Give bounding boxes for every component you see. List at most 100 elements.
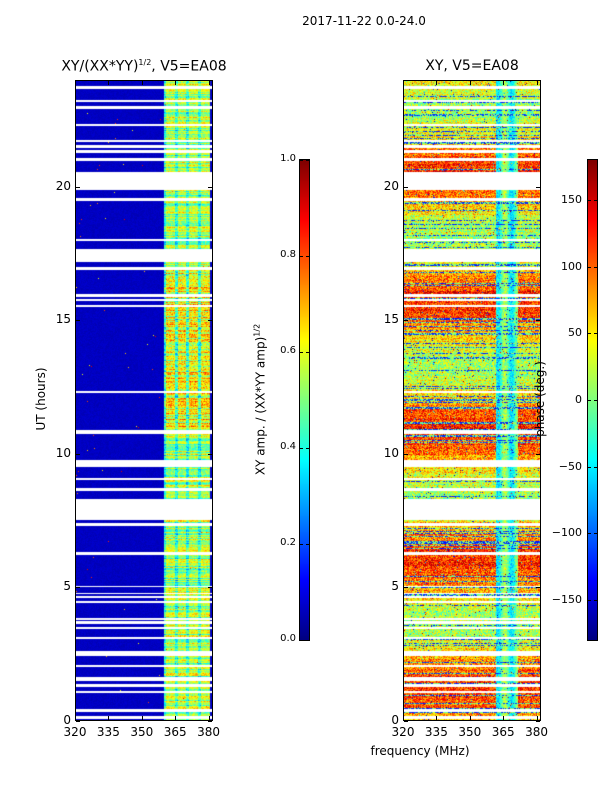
left-colorbar-tick [306, 448, 309, 449]
left-x-tick-label: 335 [96, 725, 120, 739]
left-y-tick [76, 186, 80, 188]
left-x-tick-label: 320 [63, 725, 87, 739]
left-y-tick-label: 10 [55, 445, 71, 460]
left-heatmap-axes [75, 80, 213, 721]
right-colorbar-tick [588, 466, 591, 468]
right-x-tick [536, 81, 538, 85]
left-y-tick [208, 587, 212, 589]
right-colorbar-tick [588, 400, 591, 401]
right-colorbar-tick [594, 400, 597, 401]
right-y-tick-label: 5 [391, 579, 399, 594]
left-colorbar-tick-label: 0.6 [280, 345, 296, 356]
right-colorbar-tick [588, 266, 591, 268]
left-colorbar-tick-label: 0.8 [280, 249, 296, 260]
left-colorbar-tick [306, 256, 309, 257]
right-colorbar-tick-label: 50 [568, 326, 582, 340]
right-x-tick-label: 350 [458, 725, 482, 739]
left-x-tick [75, 716, 76, 720]
right-colorbar-tick [594, 266, 597, 268]
left-y-tick [208, 721, 212, 722]
right-x-tick [469, 81, 471, 85]
right-y-tick [536, 186, 540, 188]
right-x-tick [536, 716, 538, 720]
left-x-tick [108, 81, 110, 85]
right-y-tick [536, 721, 540, 722]
right-colorbar-tick [594, 533, 597, 535]
left-colorbar-tick-label: 0.0 [280, 633, 296, 644]
left-colorbar-tick [300, 160, 303, 161]
left-panel-title: XY/(XX*YY)1/2, V5=EA08 [44, 58, 244, 75]
left-colorbar-tick [306, 544, 309, 545]
left-x-tick [141, 716, 143, 720]
right-y-tick-label: 10 [383, 445, 399, 460]
right-y-tick [536, 587, 540, 589]
left-y-tick-label: 15 [55, 312, 71, 327]
right-colorbar-tick-label: −50 [558, 459, 582, 473]
left-y-tick-label: 5 [63, 579, 71, 594]
right-x-tick [503, 716, 505, 720]
right-x-tick-label: 335 [424, 725, 448, 739]
right-panel-title: XY, V5=EA08 [425, 58, 519, 74]
left-y-tick-label: 20 [55, 178, 71, 193]
left-x-tick [208, 81, 210, 85]
right-colorbar-tick [594, 200, 597, 201]
left-x-tick [208, 716, 210, 720]
left-colorbar-label: XY amp. / (XX*YY amp)1/2 [253, 300, 268, 500]
left-title-sup: 1/2 [138, 58, 152, 67]
right-x-tick-label: 365 [491, 725, 515, 739]
right-colorbar-tick [588, 533, 591, 535]
left-y-tick [208, 453, 212, 455]
left-y-tick [76, 721, 80, 722]
right-y-tick [404, 721, 408, 722]
right-x-tick [469, 716, 471, 720]
left-colorbar-tick-label: 1.0 [280, 153, 296, 164]
left-colorbar-label-sup: 1/2 [252, 323, 262, 337]
figure-title: 2017-11-22 0.0-24.0 [302, 14, 426, 28]
left-colorbar-tick [306, 640, 309, 641]
right-x-tick [436, 81, 438, 85]
right-y-tick [536, 320, 540, 322]
right-colorbar-tick [588, 600, 591, 601]
right-heatmap-axes [403, 80, 541, 721]
left-y-tick [208, 320, 212, 322]
right-y-tick-label: 0 [391, 713, 399, 727]
right-colorbar-tick [594, 333, 597, 335]
left-x-tick [175, 716, 177, 720]
right-x-tick [503, 81, 505, 85]
left-title-suffix: , V5=EA08 [151, 58, 227, 75]
right-y-tick-label: 20 [383, 178, 399, 193]
right-colorbar-tick [594, 466, 597, 468]
right-y-tick [404, 587, 408, 589]
right-x-tick [403, 81, 404, 85]
left-x-tick [108, 716, 110, 720]
left-x-tick [175, 81, 177, 85]
right-colorbar-tick [594, 600, 597, 601]
left-colorbar-tick [300, 256, 303, 257]
left-colorbar-tick [300, 544, 303, 545]
right-colorbar-tick [588, 333, 591, 335]
x-axis-label: frequency (MHz) [370, 744, 470, 758]
right-x-tick-label: 320 [391, 725, 415, 739]
left-y-tick [76, 587, 80, 589]
left-colorbar-tick [300, 448, 303, 449]
right-heatmap-image [404, 81, 540, 720]
left-x-tick-label: 380 [197, 725, 220, 739]
right-colorbar [587, 159, 598, 641]
right-colorbar-tick-label: 0 [575, 393, 582, 406]
right-x-tick [403, 716, 404, 720]
right-colorbar-tick-label: 150 [561, 193, 582, 206]
right-colorbar-tick-label: −150 [551, 593, 582, 606]
right-y-tick [404, 320, 408, 322]
right-x-tick-label: 380 [525, 725, 548, 739]
left-y-tick [208, 186, 212, 188]
left-colorbar [299, 159, 310, 641]
right-colorbar-tick-label: −100 [551, 526, 582, 540]
left-colorbar-tick [300, 352, 303, 353]
left-colorbar-tick [306, 160, 309, 161]
right-y-tick [404, 453, 408, 455]
left-x-tick [75, 81, 76, 85]
left-x-tick-label: 350 [130, 725, 154, 739]
right-colorbar-tick-label: 100 [561, 259, 582, 273]
right-y-tick [404, 186, 408, 188]
